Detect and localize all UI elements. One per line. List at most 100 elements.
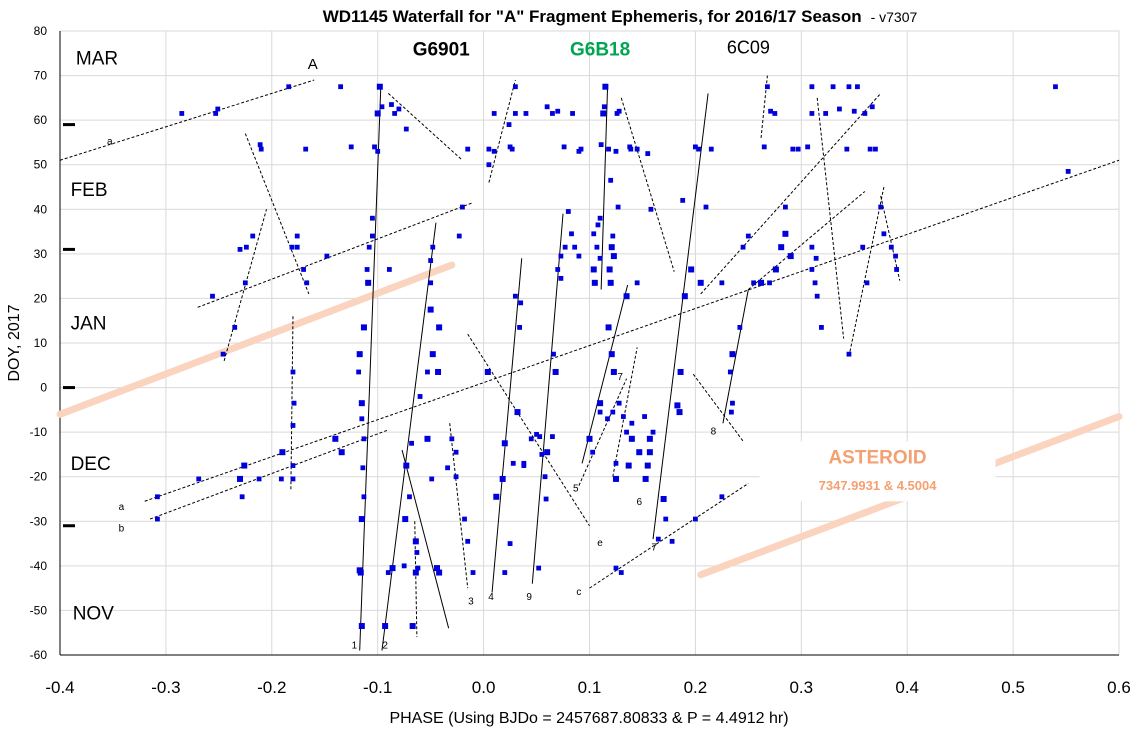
line-label: 7 (651, 542, 657, 553)
data-point (648, 206, 654, 212)
data-points (155, 83, 1071, 630)
asteroid-sub-label: 7347.9931 & 4.5004 (819, 478, 938, 493)
trend-line-c (589, 482, 749, 589)
month-label-dec: DEC (71, 454, 111, 475)
chart-title-main: WD1145 Waterfall for "A" Fragment Epheme… (323, 7, 862, 26)
y-tick-label: 40 (34, 202, 48, 216)
data-point (155, 494, 160, 500)
data-point (424, 435, 431, 442)
data-point (597, 215, 603, 221)
data-point (241, 462, 248, 469)
y-axis-label: DOY, 2017 (6, 304, 23, 381)
data-point (278, 476, 284, 482)
data-point (597, 400, 604, 407)
data-point (491, 148, 497, 154)
data-point (620, 414, 626, 419)
line-label: b (119, 524, 125, 535)
data-point (392, 111, 398, 116)
data-point (358, 400, 365, 407)
data-point (642, 414, 647, 419)
data-point (730, 400, 735, 406)
data-point (491, 111, 497, 116)
data-point (213, 111, 219, 116)
data-point (436, 324, 443, 331)
line-label: a (119, 502, 125, 513)
trend-line-a-main (144, 159, 1120, 502)
y-tick-label: -10 (30, 425, 48, 439)
data-point (502, 570, 508, 575)
data-point (676, 409, 683, 416)
fragment-label: G6B18 (570, 40, 630, 61)
y-tick-label: -30 (30, 514, 48, 528)
data-point (453, 474, 459, 480)
data-point (289, 244, 295, 250)
data-point (745, 233, 751, 239)
data-point (680, 197, 686, 203)
x-tick-label: 0.5 (1001, 678, 1025, 697)
data-point (290, 423, 296, 428)
data-point (837, 106, 842, 112)
data-point (409, 440, 414, 446)
data-point (608, 244, 615, 251)
month-label-mar: MAR (76, 48, 118, 69)
data-point (862, 111, 868, 116)
asteroid-band-0 (56, 261, 456, 418)
trend-line-a-upper (59, 79, 315, 161)
month-label-nov: NOV (73, 603, 115, 624)
data-point (415, 565, 421, 571)
fragment-label: 6C09 (727, 37, 770, 57)
data-point (625, 462, 632, 469)
data-point (499, 475, 506, 482)
data-point (607, 279, 614, 286)
month-boundaries (63, 123, 75, 528)
x-tick-label: 0.3 (789, 678, 813, 697)
data-point (693, 144, 698, 150)
data-point (470, 570, 476, 575)
x-tick-label: -0.1 (363, 678, 392, 697)
data-point (449, 436, 455, 442)
data-point (615, 204, 621, 210)
data-point (250, 233, 256, 239)
data-point (681, 293, 688, 300)
data-point (465, 146, 471, 152)
data-point (359, 416, 365, 422)
data-point (600, 110, 607, 117)
data-point (778, 244, 785, 251)
trend-line-d2 (748, 191, 866, 290)
data-point (634, 280, 640, 286)
y-tick-label: -20 (30, 470, 48, 484)
data-point (697, 279, 704, 286)
tick-labels: -60 -50 -40 -30 -20 -10 0 10 20 30 40 50 60 70 80 -0.4 -… (30, 24, 1131, 697)
data-point (616, 400, 622, 406)
data-point (869, 104, 875, 110)
fragment-label: G6901 (413, 40, 470, 61)
data-point (618, 570, 624, 575)
data-point (761, 144, 767, 150)
data-point (534, 431, 539, 437)
data-point (591, 231, 597, 237)
data-point (696, 146, 701, 152)
data-point (237, 247, 243, 252)
data-point (602, 83, 609, 90)
data-point (782, 230, 789, 237)
data-point (512, 84, 518, 90)
data-point (215, 106, 221, 112)
data-point (291, 400, 297, 406)
data-point (396, 106, 402, 112)
data-point (719, 280, 725, 286)
data-point (386, 267, 392, 272)
trend-line-3 (401, 449, 450, 629)
data-point (605, 324, 612, 331)
data-point (644, 462, 651, 469)
data-point (258, 146, 264, 152)
data-point (239, 494, 245, 500)
x-tick-label: 0.2 (684, 678, 708, 697)
data-point (290, 476, 296, 482)
data-point (612, 475, 619, 482)
fragment-label: A (308, 56, 318, 73)
data-point (809, 267, 815, 272)
data-point (507, 541, 513, 546)
trend-line-g6b18-low (612, 347, 638, 477)
